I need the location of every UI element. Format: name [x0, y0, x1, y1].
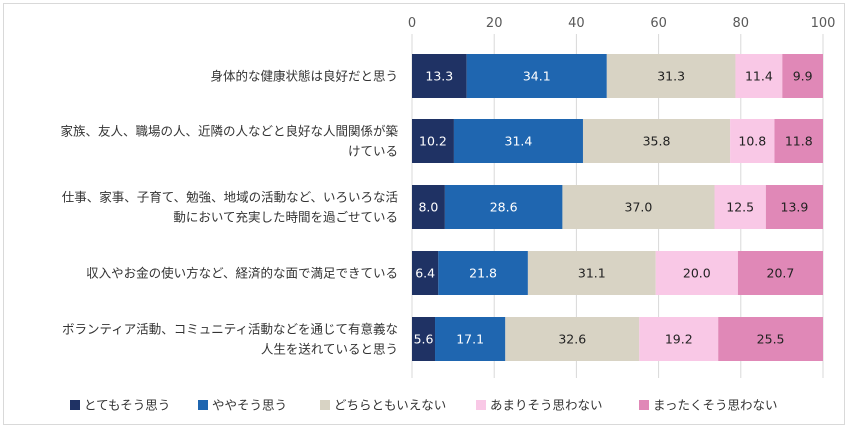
bar-segment	[412, 251, 439, 295]
x-tick-label: 100	[811, 16, 836, 31]
bar-segment	[606, 54, 736, 98]
bar-segment	[562, 185, 715, 229]
data-label: 31.3	[657, 69, 685, 84]
data-label: 17.1	[456, 332, 484, 347]
bar-segment	[774, 119, 823, 163]
bar-segment	[730, 119, 775, 163]
x-tick-label: 80	[733, 16, 750, 31]
x-tick-label: 60	[650, 16, 667, 31]
data-label: 8.0	[418, 200, 438, 215]
bar-segment	[444, 185, 563, 229]
bar-segment	[527, 251, 656, 295]
category-label: 家族、友人、職場の人、近隣の人などと良好な人間関係が築	[60, 124, 398, 139]
legend-item: あまりそう思わない	[476, 398, 603, 413]
category-label: ボランティア活動、コミュニティ活動などを通じて有意義な	[62, 322, 398, 337]
bar-segment	[412, 185, 445, 229]
bar-segment	[718, 317, 823, 361]
data-label: 13.3	[425, 69, 453, 84]
category-label: 収入やお金の使い方など、経済的な面で満足できている	[86, 266, 398, 281]
data-label: 37.0	[625, 200, 653, 215]
legend-swatch	[198, 400, 208, 410]
x-tick-label: 40	[568, 16, 585, 31]
bar-segment	[765, 185, 823, 229]
legend-item: とてもそう思う	[70, 398, 170, 413]
data-label: 31.1	[578, 266, 606, 281]
data-label: 11.4	[745, 69, 773, 84]
data-label: 9.9	[793, 69, 813, 84]
legend-item: どちらともいえない	[320, 398, 446, 413]
data-label: 20.7	[767, 266, 795, 281]
bar-segment	[655, 251, 738, 295]
legend-label: まったくそう思わない	[653, 398, 778, 413]
bar-segment	[735, 54, 783, 98]
bar-segment	[639, 317, 719, 361]
data-label: 34.1	[523, 69, 551, 84]
bar-segment	[412, 54, 467, 98]
bar-segment	[412, 119, 454, 163]
data-label: 13.9	[781, 200, 809, 215]
data-label: 31.4	[505, 134, 533, 149]
category-label: けている	[348, 144, 398, 159]
bar-segment	[505, 317, 640, 361]
legend-item: まったくそう思わない	[639, 398, 778, 413]
bars: 13.3 34.1 31.3 11.4 9.9 10.2 31.4 35.8 10.8 11.8 8…	[412, 54, 823, 361]
data-label: 11.8	[785, 134, 813, 149]
data-label: 35.8	[643, 134, 671, 149]
data-label: 12.5	[726, 200, 754, 215]
legend: とてもそう思う ややそう思う どちらともいえない あまりそう思わない まったくそう思わな…	[70, 398, 778, 413]
legend-label: とてもそう思う	[84, 398, 170, 413]
bar-segment	[453, 119, 583, 163]
bar-segment	[438, 251, 528, 295]
data-label: 5.6	[414, 332, 434, 347]
x-axis-ticks: 0 20 40 60 80 100	[408, 16, 836, 31]
chart-frame	[3, 3, 845, 425]
category-label: 仕事、家事、子育て、勉強、地域の活動など、いろいろな活	[62, 190, 398, 205]
data-label: 28.6	[490, 200, 518, 215]
legend-swatch	[476, 400, 486, 410]
data-label: 21.8	[469, 266, 497, 281]
bar-segment	[435, 317, 506, 361]
category-labels: 身体的な健康状態は良好だと思う家族、友人、職場の人、近隣の人などと良好な人間関係…	[60, 69, 398, 357]
category-label: 身体的な健康状態は良好だと思う	[210, 69, 398, 84]
data-label: 10.8	[738, 134, 766, 149]
legend-swatch	[320, 400, 330, 410]
legend-item: ややそう思う	[198, 398, 287, 413]
x-tick-label: 20	[486, 16, 503, 31]
data-label: 6.4	[415, 266, 435, 281]
data-label: 32.6	[558, 332, 586, 347]
bar-segment	[737, 251, 823, 295]
bar-segment	[582, 119, 731, 163]
data-label: 20.0	[683, 266, 711, 281]
data-label: 19.2	[665, 332, 693, 347]
bar-segment	[714, 185, 766, 229]
category-label: 人生を送れていると思う	[261, 342, 398, 357]
category-label: 動において充実した時間を過ごせている	[173, 210, 398, 225]
legend-label: ややそう思う	[212, 398, 287, 413]
data-label: 25.5	[757, 332, 785, 347]
bar-segment	[412, 317, 436, 361]
legend-label: どちらともいえない	[334, 398, 446, 413]
legend-label: あまりそう思わない	[490, 398, 603, 413]
data-label: 10.2	[419, 134, 447, 149]
legend-swatch	[70, 400, 80, 410]
legend-swatch	[639, 400, 649, 410]
bar-segment	[782, 54, 823, 98]
bar-segment	[466, 54, 607, 98]
x-tick-label: 0	[408, 16, 416, 31]
